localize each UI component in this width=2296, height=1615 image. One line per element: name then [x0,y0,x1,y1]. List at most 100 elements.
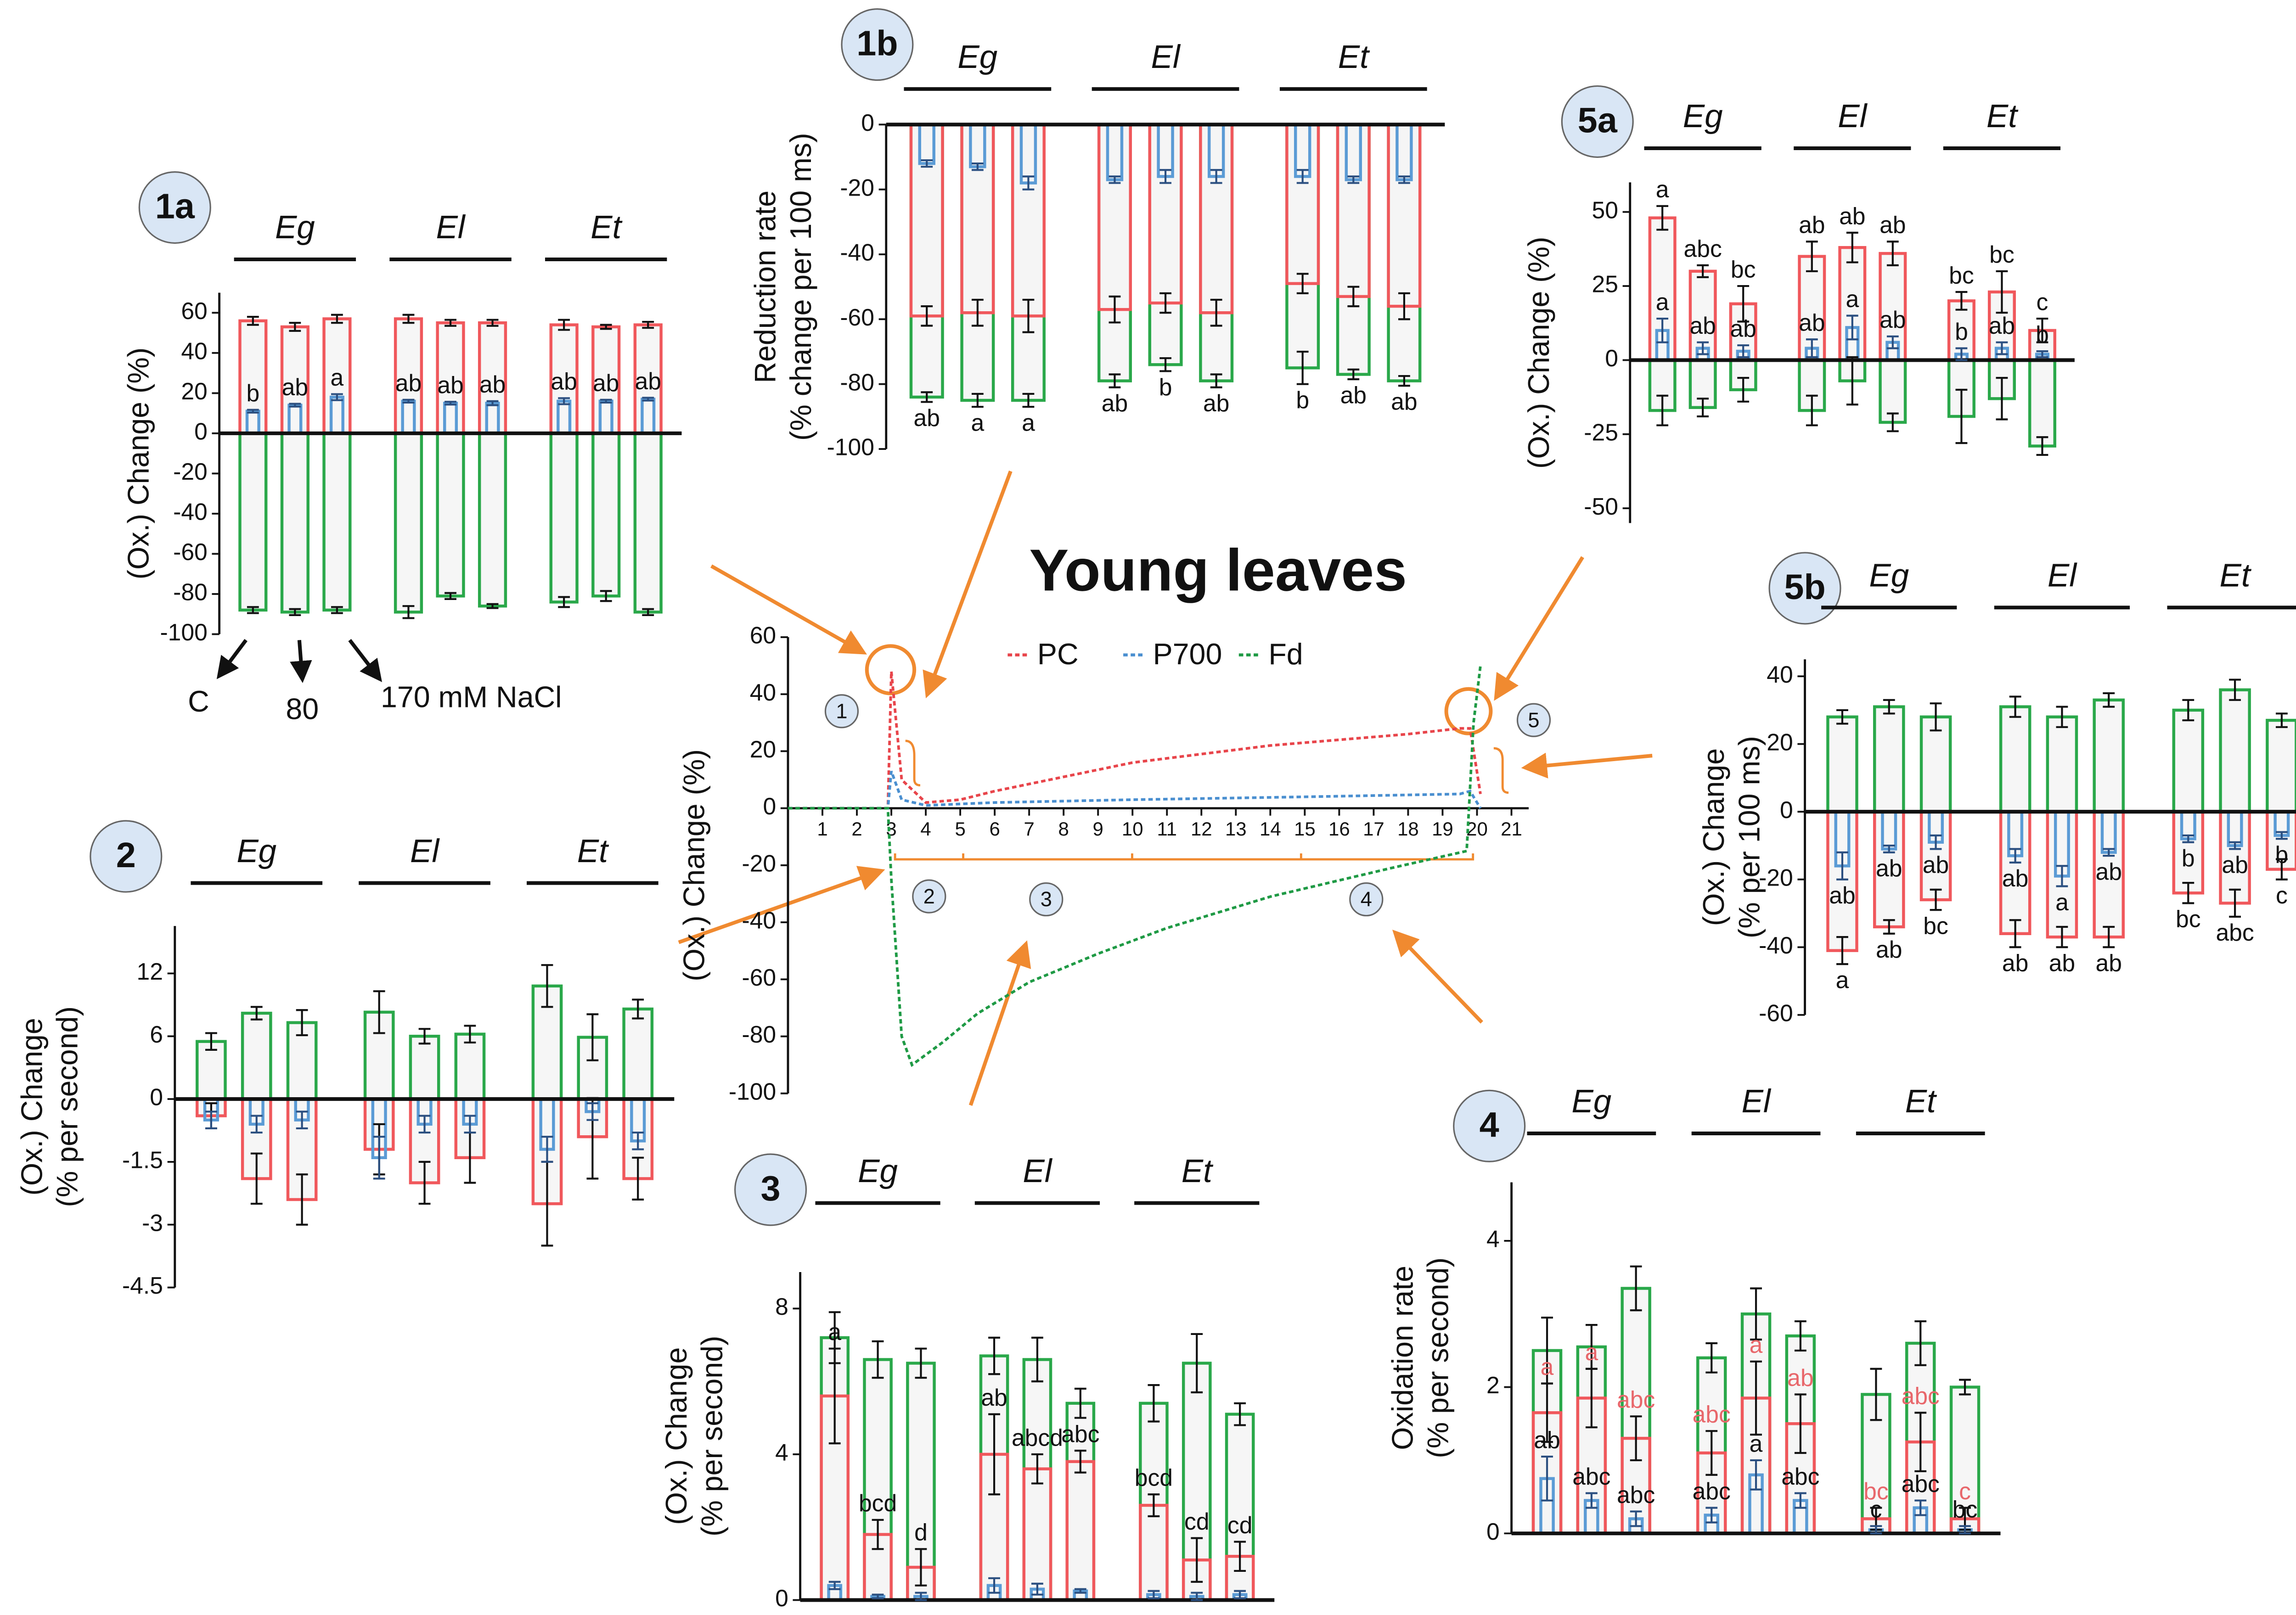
error-bar [1996,341,2008,355]
significance-letter: bc [1953,1496,1978,1523]
bar [1919,810,1952,902]
x-tick-label: 5 [955,818,965,840]
error-bar [1159,292,1171,314]
arrow [968,940,1031,1106]
bar [196,1040,227,1101]
error-bar [2275,712,2288,728]
significance-letter: ab [2096,858,2122,885]
error-bar [2056,865,2068,887]
error-bar [1148,1590,1160,1599]
x-tick-label: 10 [1122,818,1143,840]
group-label: Et [2220,558,2252,594]
error-bar [1883,699,1895,715]
error-bar [1630,1510,1642,1527]
bar [1097,123,1132,311]
arrow [678,866,885,944]
bar [1148,123,1183,305]
error-bar [289,403,301,408]
connector-arrows [678,471,1653,1106]
error-bar [1109,175,1121,184]
error-bar [2056,925,2068,948]
bar [591,432,621,598]
error-bar [418,1028,431,1045]
y-tick-label: 0 [1780,796,1793,823]
significance-letter: abc [1902,1383,1940,1409]
data-line [788,770,1482,810]
error-bar [2182,882,2195,904]
significance-letter: ab [2096,950,2122,976]
error-bar [331,606,343,614]
x-tick-label: 9 [1093,818,1103,840]
y-tick-label: 20 [1767,729,1793,755]
significance-letter: a [1836,967,1849,993]
y-tick-label: 0 [150,1084,163,1110]
significance-letter: abc [1693,1401,1731,1428]
y-tick-label: -80 [173,579,208,606]
error-bar [1210,169,1222,184]
error-bar [1630,1415,1642,1462]
significance-letter: bcd [1135,1464,1173,1491]
error-bar [2229,679,2241,701]
error-bar [1031,1453,1043,1485]
error-bar [1074,1387,1086,1419]
group-label: Et [577,833,609,869]
error-bar [464,1025,476,1044]
y-tick-label: 60 [750,622,776,649]
treatment-label: 80 [286,692,319,725]
error-bar [921,305,933,327]
significance-letter: ab [1799,212,1825,238]
significance-letter: ab [282,374,308,400]
significance-letter: ab [593,370,619,396]
error-bar [1234,1541,1246,1572]
highlight-circle [1444,687,1493,735]
y-tick-label: 2 [1486,1372,1500,1398]
error-bar [2009,848,2021,864]
error-bar [600,398,612,404]
error-bar [1109,295,1121,324]
significance-letter: b [2036,321,2049,348]
error-bar [250,1115,263,1134]
significance-letter: ab [395,370,422,396]
y-tick-label: 20 [181,378,207,404]
error-bar [1191,1592,1203,1601]
y-tick-label: 60 [181,297,207,324]
significance-letter: ab [1880,212,1906,238]
significance-letter: b [246,380,259,406]
significance-letter: abc [1617,1481,1655,1508]
significance-letter: b [2275,841,2289,868]
error-bar [1159,169,1171,184]
error-bar [1541,1455,1553,1502]
bar [454,1032,486,1101]
y-tick-label: 4 [775,1439,788,1466]
phase-label: 1 [836,699,847,723]
phase-brackets [894,740,1509,861]
x-tick-label: 6 [989,818,1000,840]
bar [1139,1503,1169,1602]
error-bar [1914,1412,1927,1472]
panel-title: 5b [1784,567,1825,607]
error-bar [1585,1368,1598,1429]
x-tick-label: 19 [1432,818,1453,840]
group-label: Eg [1571,1083,1611,1120]
group-label: Et [1182,1153,1214,1189]
arrow [923,471,1013,699]
error-bar [1148,1384,1160,1423]
significance-letter: ab [1829,882,1855,908]
group-label: Et [1905,1083,1937,1120]
y-tick-label: 12 [137,958,163,985]
error-bar [1737,285,1750,323]
error-bar [1737,377,1750,403]
phase-badge [1029,882,1064,917]
phase-label: 4 [1361,887,1372,911]
significance-letter: abc [2216,919,2254,946]
error-bar [1737,344,1750,359]
x-tick-label: 16 [1328,818,1350,840]
bracket [1493,747,1509,794]
y-tick-label: 8 [775,1293,788,1320]
significance-letter: ab [1340,381,1367,408]
y-tick-label: 25 [1592,271,1618,297]
significance-letter: ab [1787,1364,1813,1391]
error-bar [1836,936,1848,965]
error-bar [418,1115,431,1134]
significance-letter: ab [1880,306,1906,333]
